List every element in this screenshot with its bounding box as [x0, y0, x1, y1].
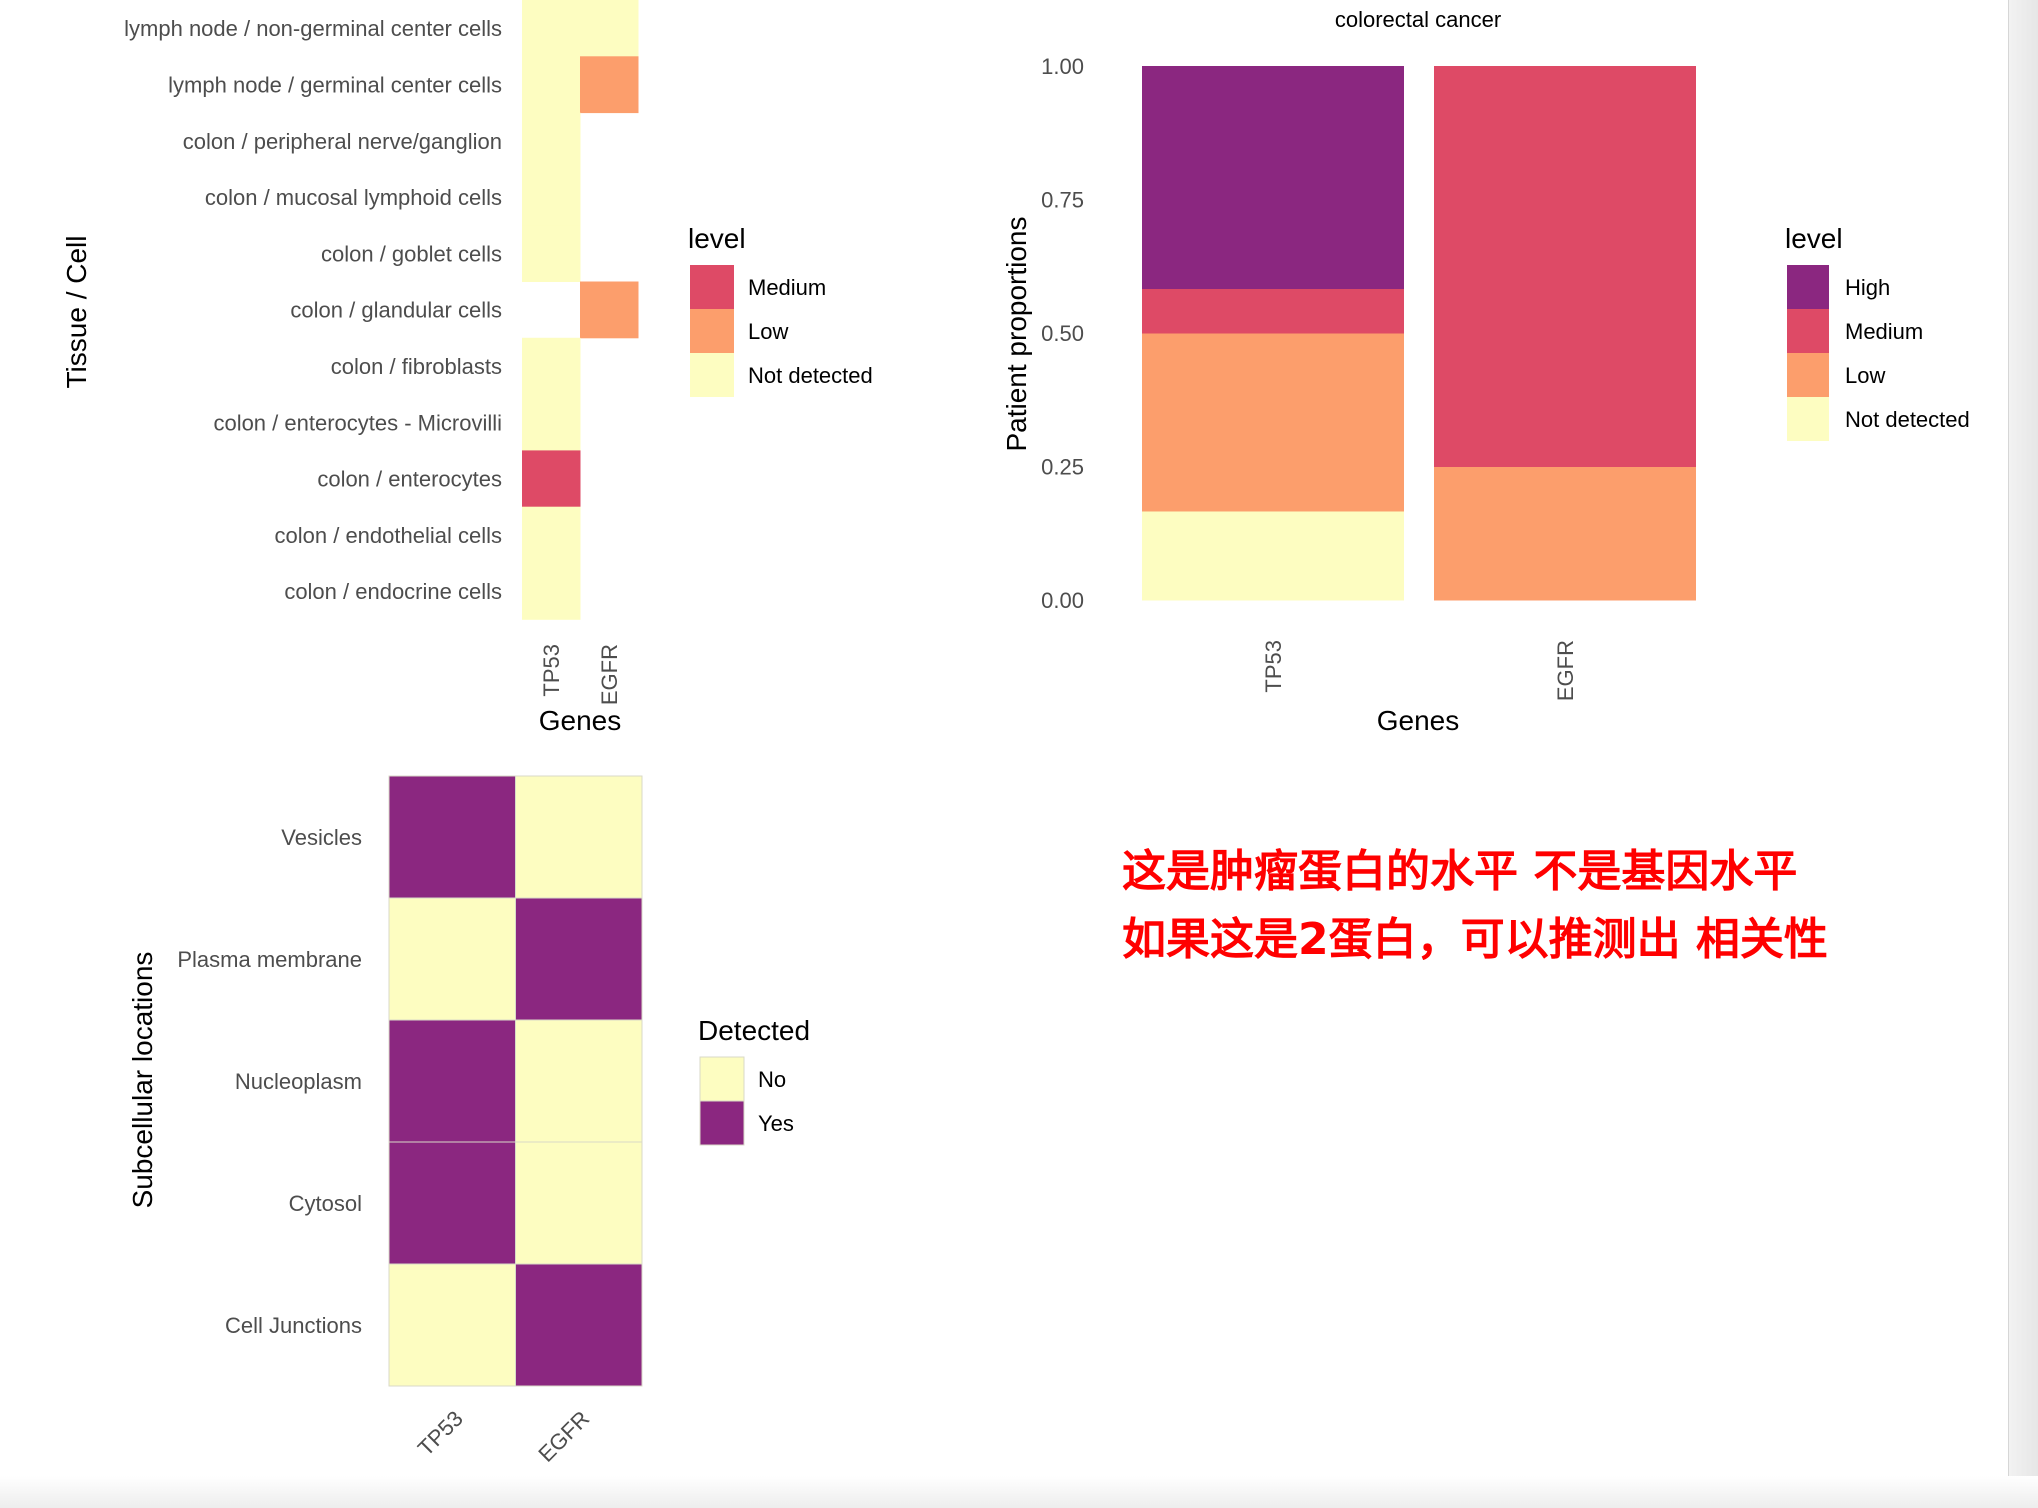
y-tick-label: colon / goblet cells: [321, 241, 502, 266]
heatmap-cell-tp53-nucleoplasm: [388, 1019, 516, 1143]
window-edge-right: [2008, 0, 2038, 1508]
bar-segment-tp53-medium: [1142, 288, 1404, 334]
y-tick-label: colon / peripheral nerve/ganglion: [183, 129, 502, 154]
y-tick-label: colon / fibroblasts: [331, 354, 502, 379]
y-tick-label: Vesicles: [281, 825, 362, 850]
legend-key-no: [699, 1056, 745, 1102]
bar-segment-egfr-low: [1434, 466, 1696, 601]
y-tick-label: 0.00: [1041, 588, 1084, 613]
legend-label: Medium: [748, 275, 826, 300]
heatmap-cell-egfr-lymph-node-germinal-center-cells: [580, 56, 639, 114]
legend-title: level: [1785, 223, 1843, 254]
figure-canvas: lymph node / non-germinal center cells ly…: [61, 0, 1970, 1476]
x-tick-label: TP53: [413, 1406, 468, 1461]
legend-label: Low: [1845, 363, 1885, 388]
y-tick-label: colon / endothelial cells: [275, 523, 502, 548]
y-tick-label: colon / enterocytes - Microvilli: [213, 410, 502, 435]
legend-label: Not detected: [1845, 407, 1970, 432]
heatmap-cell-tp53-colon-endocrine-cells: [522, 563, 581, 620]
legend-key-high: [1787, 265, 1829, 309]
subcellular-heatmap-panel: Vesicles Plasma membrane Nucleoplasm Cytoso…: [127, 775, 810, 1476]
annotation-line-2: 如果这是2蛋白，可以推测出 相关性: [1122, 914, 1828, 965]
heatmap-cell-tp53-colon-mucosal-lymphoid-cells: [522, 168, 581, 226]
annotation-note: 这是肿瘤蛋白的水平 不是基因水平 如果这是2蛋白，可以推测出 相关性: [1122, 838, 1982, 974]
y-tick-label: 0.25: [1041, 455, 1084, 480]
legend-key-yes: [699, 1100, 745, 1146]
heatmap-cell-tp53-colon-enterocytes-microvilli: [522, 394, 581, 451]
heatmap-cell-tp53-colon-enterocytes: [522, 450, 581, 508]
y-tick-label: colon / endocrine cells: [284, 579, 502, 604]
y-axis-title: Patient proportions: [1001, 216, 1032, 451]
legend-label: No: [758, 1067, 786, 1092]
heatmap-cell-tp53-vesicles: [388, 775, 516, 899]
cancer-stacked-bar-panel: colorectal cancer 0.00 0.25 0.50 0.75 1.00 TP5…: [1001, 7, 1970, 736]
heatmap-cell-tp53-colon-endothelial-cells: [522, 506, 581, 564]
legend-label: Medium: [1845, 319, 1923, 344]
x-axis-title: Genes: [539, 705, 622, 736]
y-tick-label: Plasma membrane: [177, 947, 362, 972]
bar-segment-tp53-high: [1142, 66, 1404, 290]
window-edge-bottom: [0, 1476, 2038, 1508]
heatmap-cell-tp53-cell-junctions: [388, 1263, 516, 1387]
legend-title: Detected: [698, 1015, 810, 1046]
y-axis-title: Tissue / Cell: [61, 235, 92, 388]
x-tick-label: TP53: [539, 644, 564, 697]
heatmap-cell-egfr-nucleoplasm: [515, 1019, 643, 1143]
chart-title: colorectal cancer: [1335, 7, 1501, 32]
y-tick-label: 0.75: [1041, 188, 1084, 213]
y-axis-title: Subcellular locations: [127, 952, 158, 1209]
y-tick-label: lymph node / germinal center cells: [168, 72, 502, 97]
legend-key-not-detected: [690, 353, 734, 397]
legend-key-low: [1787, 353, 1829, 397]
heatmap-cell-tp53-colon-fibroblasts: [522, 337, 581, 395]
legend-label: High: [1845, 275, 1890, 300]
legend-key-medium: [690, 265, 734, 309]
legend-label: Low: [748, 319, 788, 344]
heatmap-cell-egfr-lymph-node-non-germinal-center-cells: [580, 0, 639, 57]
x-tick-label: EGFR: [533, 1406, 594, 1467]
annotation-line-1: 这是肿瘤蛋白的水平 不是基因水平: [1122, 846, 1798, 897]
bar-segment-tp53-low: [1142, 333, 1404, 512]
x-axis-title: Genes: [1377, 705, 1460, 736]
tissue-heatmap-panel: lymph node / non-germinal center cells ly…: [61, 0, 873, 736]
bar-segment-tp53-not-detected: [1142, 510, 1404, 601]
y-tick-label: Nucleoplasm: [235, 1069, 362, 1094]
heatmap-cell-egfr-colon-glandular-cells: [580, 281, 639, 339]
heatmap-cell-egfr-cytosol: [515, 1141, 643, 1265]
heatmap-cell-egfr-vesicles: [515, 775, 643, 899]
y-tick-label: colon / glandular cells: [290, 298, 502, 323]
heatmap-cell-tp53-cytosol: [388, 1141, 516, 1265]
heatmap-cell-egfr-cell-junctions: [515, 1263, 643, 1387]
legend-key-medium: [1787, 309, 1829, 353]
legend-label: Not detected: [748, 363, 873, 388]
y-tick-label: Cell Junctions: [225, 1313, 362, 1338]
heatmap-cell-tp53-lymph-node-non-germinal-center-cells: [522, 0, 581, 57]
heatmap-cell-tp53-colon-peripheral-nerve-ganglion: [522, 112, 581, 170]
y-tick-label: colon / mucosal lymphoid cells: [205, 185, 502, 210]
x-axis-title: Genes: [475, 1474, 558, 1476]
heatmap-cell-tp53-colon-goblet-cells: [522, 225, 581, 282]
y-tick-label: 0.50: [1041, 321, 1084, 346]
y-tick-label: Cytosol: [289, 1191, 362, 1216]
x-tick-label: EGFR: [1553, 640, 1578, 701]
y-tick-label: 1.00: [1041, 54, 1084, 79]
legend-title: level: [688, 223, 746, 254]
bar-segment-egfr-medium: [1434, 66, 1696, 467]
x-tick-label: EGFR: [597, 644, 622, 705]
heatmap-cell-tp53-plasma-membrane: [388, 897, 516, 1021]
legend-label: Yes: [758, 1111, 794, 1136]
y-tick-label: lymph node / non-germinal center cells: [124, 16, 502, 41]
legend-key-low: [690, 309, 734, 353]
legend-key-not-detected: [1787, 397, 1829, 441]
x-tick-label: TP53: [1261, 640, 1286, 693]
heatmap-cell-tp53-lymph-node-germinal-center-cells: [522, 56, 581, 114]
heatmap-cell-egfr-plasma-membrane: [515, 897, 643, 1021]
y-tick-label: colon / enterocytes: [317, 467, 502, 492]
